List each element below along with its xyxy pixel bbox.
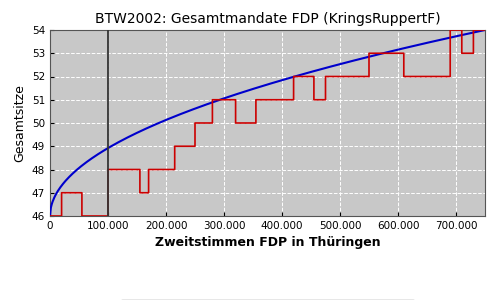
Title: BTW2002: Gesamtmandate FDP (KringsRuppertF): BTW2002: Gesamtmandate FDP (KringsRupper… bbox=[94, 12, 440, 26]
X-axis label: Zweitstimmen FDP in Thüringen: Zweitstimmen FDP in Thüringen bbox=[154, 236, 380, 249]
Y-axis label: Gesamtsitze: Gesamtsitze bbox=[14, 84, 26, 162]
